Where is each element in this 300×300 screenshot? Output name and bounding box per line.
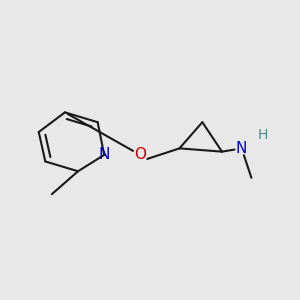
Text: O: O <box>134 147 146 162</box>
Text: N: N <box>98 147 110 162</box>
Text: H: H <box>258 128 268 142</box>
Text: N: N <box>236 141 247 156</box>
